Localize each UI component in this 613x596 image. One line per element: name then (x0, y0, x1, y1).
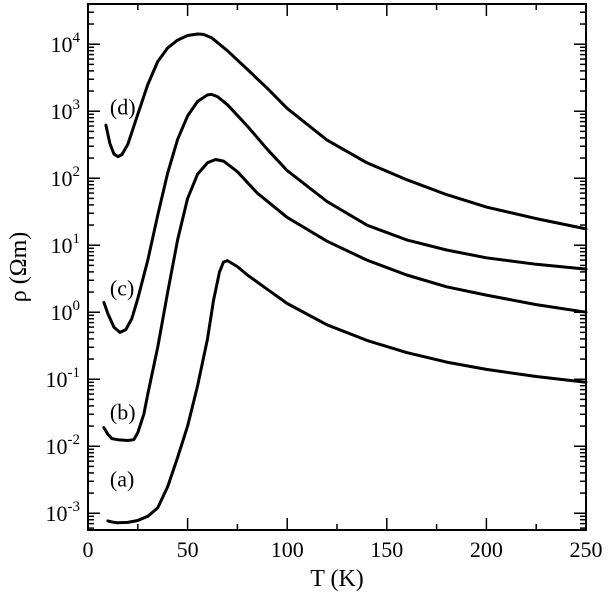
y-axis-title: ρ (Ωm) (6, 232, 32, 302)
y-tick-label-exponent: -1 (68, 365, 81, 381)
y-tick-label-base: 10 (51, 166, 73, 191)
y-tick-label: 102 (51, 164, 81, 191)
plot-frame (87, 3, 587, 531)
y-tick-label: 10-3 (46, 499, 81, 526)
y-tick-label-exponent: 3 (73, 97, 81, 113)
series-label-c: (c) (110, 275, 134, 300)
x-tick-label: 150 (370, 537, 403, 562)
x-tick-label: 200 (470, 537, 503, 562)
series-line-c (102, 92, 588, 334)
y-tick-label-base: 10 (51, 233, 73, 258)
x-tick-label: 50 (177, 537, 199, 562)
x-tick-label: 100 (271, 537, 304, 562)
y-tick-label-exponent: 2 (73, 164, 81, 180)
series-line-d (104, 32, 588, 231)
curve-label-group: (a) (b) (c) (d) (110, 95, 136, 492)
y-tick-label-base: 10 (46, 501, 68, 526)
x-tick-label: 250 (570, 537, 603, 562)
y-tick-label-base: 10 (51, 32, 73, 57)
y-tick-label: 10-1 (46, 365, 81, 392)
y-tick-label-exponent: 4 (73, 30, 81, 46)
y-tick-label-exponent: 1 (73, 231, 81, 247)
y-tick-label-exponent: -2 (68, 432, 81, 448)
y-tick-label-base: 10 (46, 367, 68, 392)
y-tick-label-base: 10 (51, 99, 73, 124)
series-label-b: (b) (110, 399, 136, 424)
y-tick-label: 101 (51, 231, 81, 258)
series-label-a: (a) (110, 466, 134, 491)
curve-group (102, 32, 588, 525)
x-tick-label: 0 (83, 537, 94, 562)
y-tick-label-base: 10 (46, 434, 68, 459)
y-tick-label: 103 (51, 97, 81, 124)
y-tick-label: 104 (51, 30, 81, 57)
y-tick-label-exponent: 0 (73, 298, 81, 314)
series-line-a (106, 259, 588, 525)
series-label-d: (d) (110, 95, 136, 120)
y-tick-label-exponent: -3 (68, 499, 81, 515)
y-tick-label: 100 (51, 298, 81, 325)
y-tick-label-base: 10 (51, 300, 73, 325)
tick-group (87, 4, 587, 530)
x-axis-title: T (K) (310, 566, 364, 592)
y-tick-label: 10-2 (46, 432, 81, 459)
series-line-b (102, 158, 588, 442)
tick-label-group: 0 50 100 150 200 25010-310-210-11001011021031… (46, 30, 603, 562)
